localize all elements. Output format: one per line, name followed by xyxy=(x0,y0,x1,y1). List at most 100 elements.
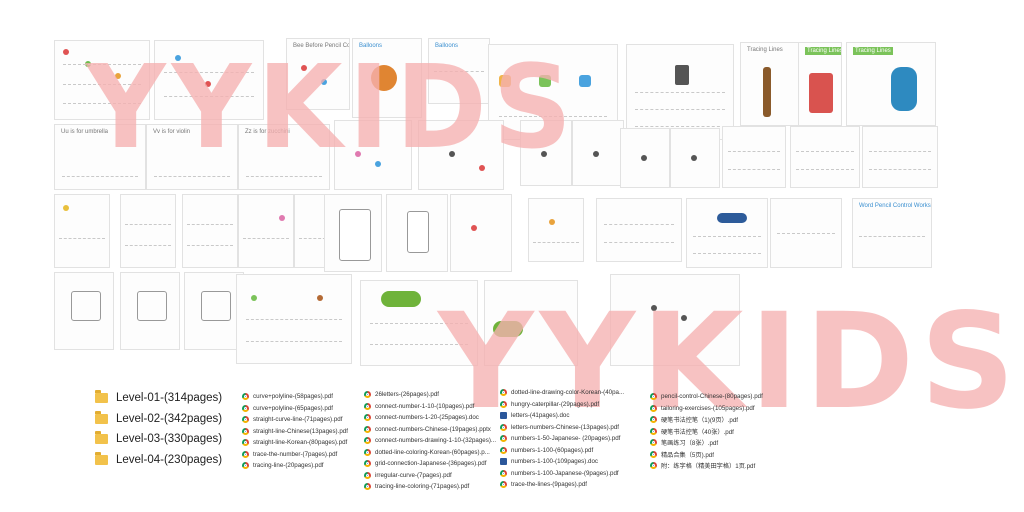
file-item[interactable]: letters-(41pages).doc xyxy=(500,410,624,422)
file-item[interactable]: hungry-caterpillar-(29pages).pdf xyxy=(500,399,624,411)
pdf-file-icon xyxy=(650,393,657,401)
pdf-file-icon xyxy=(242,427,249,435)
file-item[interactable]: 硬笔书法控笔（1)(9页）.pdf xyxy=(650,414,763,426)
thumbnail xyxy=(610,274,740,366)
file-item[interactable]: 硬笔书法控笔（40张）.pdf xyxy=(650,426,763,438)
file-item[interactable]: connect-number-1-10-(10pages).pdf xyxy=(364,401,496,413)
thumbnail: Word Pencil Control Worksheets xyxy=(852,198,932,268)
file-name: tracing-line-(20pages).pdf xyxy=(253,462,324,470)
thumbnail xyxy=(686,198,768,268)
file-item[interactable]: straight-line-Chinese(13pages).pdf xyxy=(242,426,348,438)
folder-label: Level-01-(314pages) xyxy=(116,392,223,405)
file-name: connect-numbers-drawing-1-10-(32pages)..… xyxy=(375,437,497,445)
file-item[interactable]: numbers-1-50-Japanese- (20pages).pdf xyxy=(500,433,624,445)
file-item[interactable]: 笔画练习（8张）.pdf xyxy=(650,437,763,449)
thumbnail xyxy=(572,120,624,186)
thumbnail xyxy=(154,40,264,120)
file-name: grid-connection-Japanese-(36pages).pdf xyxy=(375,460,487,468)
file-name: dotted-line-drawing-color-Korean-(40pa..… xyxy=(511,389,625,397)
thumbnail xyxy=(450,194,512,272)
file-name: 硬笔书法控笔（40张）.pdf xyxy=(661,428,734,436)
folder-label: Level-03-(330pages) xyxy=(116,433,223,446)
thumbnail xyxy=(184,272,244,350)
thumbnail xyxy=(334,120,412,190)
file-item[interactable]: connect-numbers-1-20-(25pages).doc xyxy=(364,412,496,424)
thumbnail xyxy=(626,44,734,140)
worksheet-collage: Bee Before Pencil Control Balloons Ballo… xyxy=(40,28,980,368)
thumbnail xyxy=(620,128,670,188)
thumbnail xyxy=(520,120,572,186)
thumbnail: Vv is for violin xyxy=(146,124,238,190)
pdf-file-icon xyxy=(650,416,657,424)
file-item[interactable]: numbers-1-100-(60pages).pdf xyxy=(500,445,624,457)
folder-item[interactable]: Level-03-(330pages) xyxy=(95,429,222,450)
folder-list: Level-01-(314pages) Level-02-(342pages) … xyxy=(95,388,222,470)
file-item[interactable]: dotted-line-drawing-color-Korean-(40pa..… xyxy=(500,387,624,399)
file-item[interactable]: 26letters-(26pages).pdf xyxy=(364,389,496,401)
file-item[interactable]: numbers-1-100-Japanese-(9pages).pdf xyxy=(500,468,624,480)
thumbnail xyxy=(418,120,504,190)
pdf-file-icon xyxy=(650,439,657,447)
pdf-file-icon xyxy=(500,389,507,397)
pdf-file-icon xyxy=(364,425,371,433)
thumbnail xyxy=(120,272,180,350)
file-item[interactable]: connect-numbers-drawing-1-10-(32pages)..… xyxy=(364,435,496,447)
pdf-file-icon xyxy=(364,414,371,422)
file-item[interactable]: trace-the-lines-(9pages).pdf xyxy=(500,479,624,491)
file-item[interactable]: curve+polyline-(58pages).pdf xyxy=(242,391,348,403)
file-item[interactable]: straight-curve-line-(71pages).pdf xyxy=(242,414,348,426)
file-name: letters-numbers-Chinese-(13pages).pdf xyxy=(511,423,619,431)
thumbnail: Tracing Lines xyxy=(846,42,936,126)
thumbnail-title: Balloons xyxy=(359,43,383,49)
thumbnail-title: Word Pencil Control Worksheets xyxy=(859,203,931,209)
file-name: irregular-curve-(7pages).pdf xyxy=(375,471,452,479)
file-name: numbers-1-100-(109pages).doc xyxy=(511,458,599,466)
file-item[interactable]: dotted-line-coloring-Korean-(60pages).p.… xyxy=(364,447,496,459)
file-item[interactable]: 精品合集（5页).pdf xyxy=(650,449,763,461)
thumbnail: Uu is for umbrella xyxy=(54,124,146,190)
file-item[interactable]: tracing-line-coloring-(71pages).pdf xyxy=(364,481,496,493)
file-name: pencil-control-Chinese-(80pages).pdf xyxy=(661,393,763,401)
pdf-file-icon xyxy=(500,435,507,443)
file-item[interactable]: irregular-curve-(7pages).pdf xyxy=(364,470,496,482)
file-name: trace-the-lines-(9pages).pdf xyxy=(511,481,588,489)
file-list-2: 26letters-(26pages).pdf connect-number-1… xyxy=(364,389,496,493)
folder-item[interactable]: Level-04-(230pages) xyxy=(95,450,222,471)
pdf-file-icon xyxy=(650,404,657,412)
file-name: 笔画练习（8张）.pdf xyxy=(661,440,719,448)
file-name: straight-curve-line-(71pages).pdf xyxy=(253,416,343,424)
pdf-file-icon xyxy=(242,462,249,470)
file-name: curve+polyline-(58pages).pdf xyxy=(253,393,333,401)
file-item[interactable]: letters-numbers-Chinese-(13pages).pdf xyxy=(500,422,624,434)
pdf-file-icon xyxy=(242,416,249,424)
thumbnail xyxy=(54,40,150,120)
file-item[interactable]: tracing-line-(20pages).pdf xyxy=(242,460,348,472)
thumbnail xyxy=(54,194,110,268)
pdf-file-icon xyxy=(500,446,507,454)
file-name: tracing-line-coloring-(71pages).pdf xyxy=(375,483,470,491)
pdf-file-icon xyxy=(364,460,371,468)
thumbnail xyxy=(360,280,478,366)
thumbnail xyxy=(770,198,842,268)
file-list-4: pencil-control-Chinese-(80pages).pdf tai… xyxy=(650,391,763,472)
file-name: straight-line-Chinese(13pages).pdf xyxy=(253,427,348,435)
folder-item[interactable]: Level-02-(342pages) xyxy=(95,409,222,430)
file-item[interactable]: pencil-control-Chinese-(80pages).pdf xyxy=(650,391,763,403)
file-item[interactable]: numbers-1-100-(109pages).doc xyxy=(500,456,624,468)
thumbnail-title: Tracing Lines xyxy=(805,47,841,55)
doc-file-icon xyxy=(500,412,507,420)
folder-item[interactable]: Level-01-(314pages) xyxy=(95,388,222,409)
thumbnail xyxy=(528,198,584,262)
file-item[interactable]: 附：练字格（精美田字格）1页.pdf xyxy=(650,460,763,472)
file-item[interactable]: straight-line-Korean-(80pages).pdf xyxy=(242,437,348,449)
pdf-file-icon xyxy=(650,450,657,458)
thumbnail xyxy=(722,126,786,188)
file-item[interactable]: connect-numbers-Chinese-(19pages).pptx xyxy=(364,424,496,436)
pdf-file-icon xyxy=(650,462,657,470)
file-item[interactable]: tailoring-exercises-(105pages).pdf xyxy=(650,403,763,415)
file-item[interactable]: trace-the-number-(7pages).pdf xyxy=(242,449,348,461)
file-item[interactable]: grid-connection-Japanese-(36pages).pdf xyxy=(364,458,496,470)
pdf-file-icon xyxy=(242,404,249,412)
file-name: tailoring-exercises-(105pages).pdf xyxy=(661,404,755,412)
file-item[interactable]: curve+polyline-(65pages).pdf xyxy=(242,403,348,415)
